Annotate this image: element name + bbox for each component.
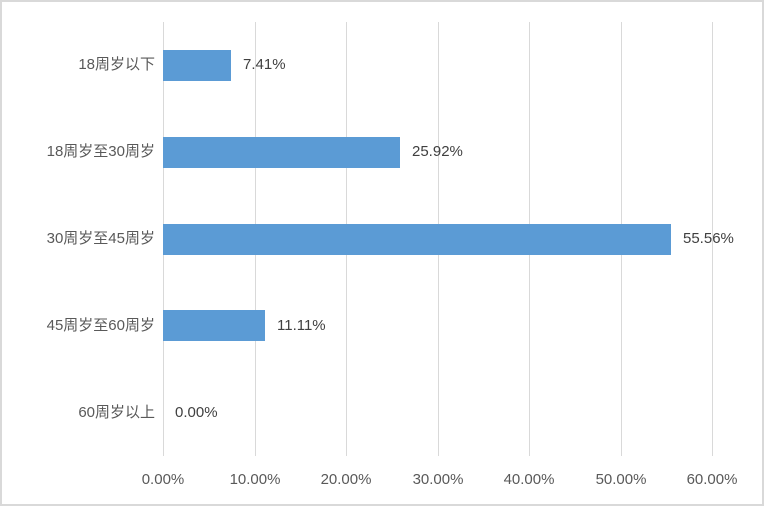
x-axis-tick-label: 40.00% bbox=[503, 471, 555, 488]
bar bbox=[163, 310, 265, 341]
bar bbox=[163, 224, 671, 255]
x-axis-tick-label: 0.00% bbox=[141, 471, 185, 488]
gridline bbox=[712, 22, 713, 456]
x-axis-tick-label: 50.00% bbox=[595, 471, 647, 488]
data-label: 11.11% bbox=[277, 317, 326, 334]
category-label: 18周岁至30周岁 bbox=[46, 143, 155, 160]
x-axis-tick-label: 30.00% bbox=[412, 471, 464, 488]
bar bbox=[163, 137, 400, 168]
data-label: 7.41% bbox=[243, 56, 286, 73]
category-label: 18周岁以下 bbox=[78, 56, 155, 73]
bar bbox=[163, 50, 231, 81]
category-label: 60周岁以上 bbox=[78, 404, 155, 421]
data-label: 0.00% bbox=[175, 404, 218, 421]
data-label: 55.56% bbox=[683, 230, 734, 247]
data-label: 25.92% bbox=[412, 143, 463, 160]
x-axis-tick-label: 20.00% bbox=[320, 471, 372, 488]
x-axis-tick-label: 60.00% bbox=[686, 471, 738, 488]
x-axis-tick-label: 10.00% bbox=[229, 471, 281, 488]
category-label: 30周岁至45周岁 bbox=[46, 230, 155, 247]
category-label: 45周岁至60周岁 bbox=[46, 317, 155, 334]
